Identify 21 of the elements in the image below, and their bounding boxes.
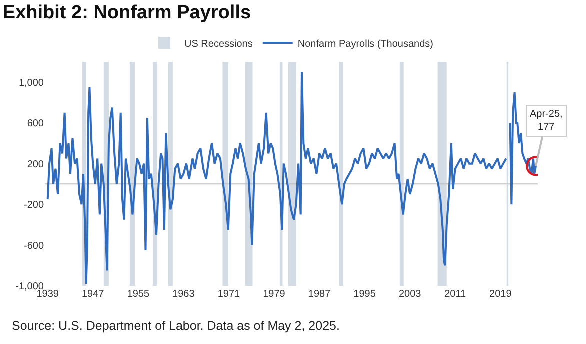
x-tick-label: 1971	[218, 289, 241, 300]
y-tick-label: -600	[24, 240, 44, 252]
x-tick-label: 1947	[82, 289, 105, 300]
x-tick-label: 1963	[172, 289, 196, 300]
source-note: Source: U.S. Department of Labor. Data as of May 2, 2025.	[12, 319, 340, 333]
legend-label: US Recessions	[184, 38, 253, 50]
x-tick-label: 1995	[354, 289, 376, 300]
x-tick-label: 2011	[444, 289, 467, 300]
y-tick-label: -200	[24, 200, 44, 212]
x-tick-label: 2003	[398, 289, 422, 300]
annotation: Apr-25, 177	[530, 109, 563, 133]
x-tick-label: 2019	[490, 289, 512, 300]
x-tick-label: 1979	[263, 289, 286, 300]
chart-title: Exhibit 2: Nonfarm Payrolls	[2, 2, 252, 24]
y-tick-label: 600	[27, 118, 44, 130]
x-tick-label: 1987	[308, 289, 332, 300]
legend-label: Nonfarm Payrolls (Thousands)	[298, 38, 434, 50]
x-tick-label: 1955	[127, 289, 150, 300]
x-tick-label: 1939	[36, 289, 60, 300]
y-tick-label: 200	[27, 159, 44, 170]
y-tick-label: 1,000	[18, 78, 44, 89]
